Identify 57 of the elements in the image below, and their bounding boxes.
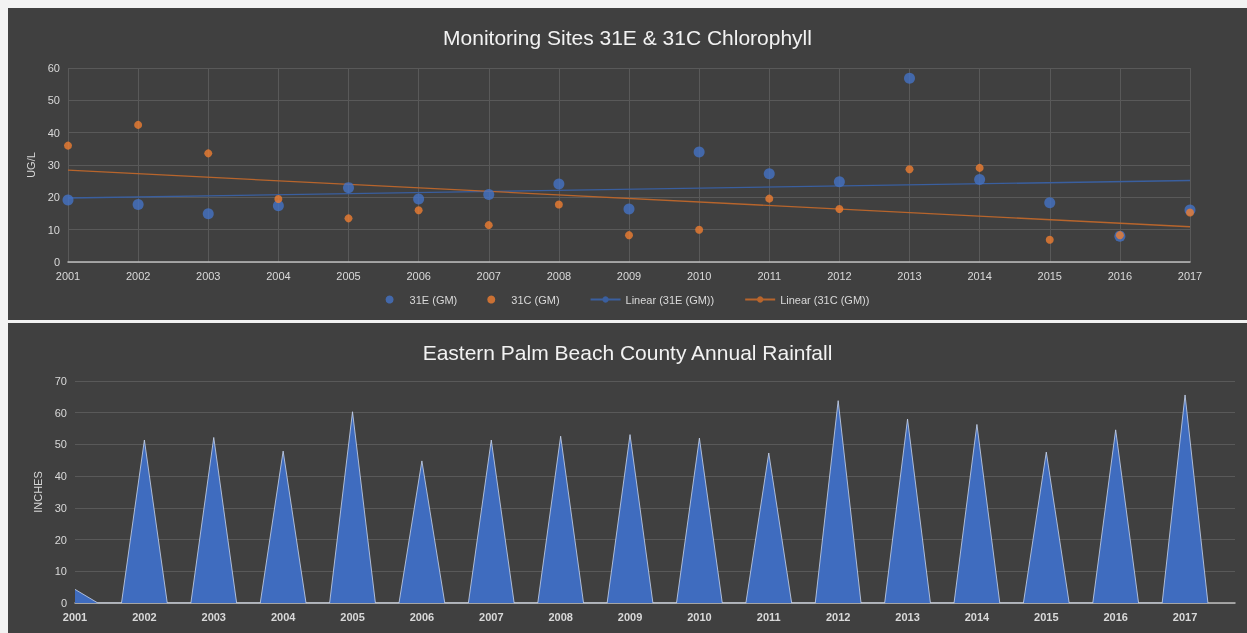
x-tick-label: 2011 <box>757 269 782 282</box>
legend-label: Linear (31C (GM)) <box>780 293 870 306</box>
x-tick-label: 2009 <box>617 610 643 623</box>
legend-label: Linear (31E (GM)) <box>625 293 715 306</box>
x-tick-label: 2016 <box>1103 610 1128 623</box>
x-tick-label: 2009 <box>616 269 642 282</box>
x-tick-label: 2002 <box>132 610 157 623</box>
x-tick-label: 2017 <box>1172 610 1198 623</box>
x-tick-label: 2017 <box>1177 269 1203 282</box>
x-tick-label: 2015 <box>1034 610 1059 623</box>
x-tick-label: 2007 <box>476 269 501 282</box>
y-axis-title: INCHES <box>31 471 44 513</box>
y-tick-label: 10 <box>47 223 60 236</box>
x-tick-label: 2004 <box>266 269 291 282</box>
x-tick-label: 2003 <box>196 269 221 282</box>
x-tick-label: 2012 <box>825 610 851 623</box>
x-tick-label: 2006 <box>406 269 431 282</box>
y-tick-label: 20 <box>47 191 60 204</box>
y-axis-title: UG/L <box>24 152 37 178</box>
x-tick-label: 2010 <box>687 610 712 623</box>
y-tick-label: 40 <box>54 470 67 483</box>
x-tick-label: 2013 <box>897 269 922 282</box>
y-tick-label: 40 <box>47 126 60 139</box>
x-tick-label: 2012 <box>827 269 852 282</box>
y-tick-label: 60 <box>54 406 67 419</box>
y-tick-label: 30 <box>47 159 60 171</box>
y-tick-label: 0 <box>53 256 60 268</box>
y-tick-label: 20 <box>54 533 67 546</box>
x-tick-label: 2003 <box>201 610 226 623</box>
x-tick-label: 2016 <box>1107 269 1133 282</box>
legend-label: 31C (GM) <box>511 293 560 306</box>
y-tick-label: 50 <box>54 438 67 451</box>
y-tick-label: 0 <box>60 597 67 609</box>
chart-title: Eastern Palm Beach County Annual Rainfall <box>422 341 833 364</box>
y-tick-label: 50 <box>47 94 60 107</box>
x-tick-label: 2001 <box>62 610 88 623</box>
y-tick-label: 60 <box>47 62 60 74</box>
x-tick-label: 2014 <box>964 610 991 623</box>
x-tick-label: 2008 <box>548 610 573 623</box>
x-tick-label: 2001 <box>55 269 81 282</box>
x-tick-label: 2004 <box>270 610 297 623</box>
x-tick-label: 2006 <box>409 610 435 623</box>
x-tick-label: 2013 <box>895 610 920 623</box>
x-tick-label: 2005 <box>340 610 365 623</box>
x-tick-label: 2002 <box>125 269 151 282</box>
y-tick-label: 30 <box>54 501 67 514</box>
x-tick-label: 2011 <box>756 610 781 623</box>
x-tick-label: 2007 <box>479 610 504 623</box>
x-tick-label: 2008 <box>546 269 572 282</box>
y-tick-label: 70 <box>54 375 67 387</box>
chart-title: Monitoring Sites 31E & 31C Chlorophyll <box>443 26 812 49</box>
x-tick-label: 2014 <box>967 269 992 282</box>
x-tick-label: 2010 <box>686 269 712 282</box>
y-tick-label: 10 <box>54 565 67 578</box>
x-tick-label: 2005 <box>336 269 361 282</box>
x-tick-label: 2015 <box>1037 269 1062 282</box>
legend-label: 31E (GM) <box>409 293 458 306</box>
